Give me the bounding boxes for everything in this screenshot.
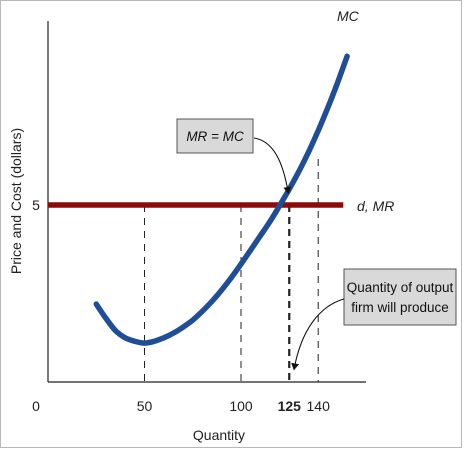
- quantity-callout: Quantity of output firm will produce: [291, 268, 457, 371]
- mr-mc-callout-box: [176, 118, 254, 154]
- x-axis-title: Quantity: [193, 427, 245, 443]
- quantity-arrow: [291, 298, 345, 371]
- quantity-callout-box: [343, 268, 457, 326]
- y-tick-5: 5: [32, 197, 40, 213]
- quantity-callout-line-2: firm will produce: [351, 300, 449, 315]
- y-axis-title: Price and Cost (dollars): [8, 128, 24, 274]
- mr-mc-callout-text: MR = MC: [186, 129, 244, 144]
- mr-mc-callout: MR = MC: [176, 118, 292, 194]
- x-tick-labels: 0 50 100 125 140: [32, 398, 330, 414]
- x-tick-125: 125: [278, 398, 302, 414]
- mc-curve: [93, 53, 350, 346]
- dashed-guides: [144, 158, 319, 382]
- mr-series-label: d, MR: [357, 198, 394, 214]
- mc-series-label: MC: [337, 8, 360, 24]
- mr-mc-arrow: [253, 137, 292, 194]
- quantity-callout-line-1: Quantity of output: [347, 280, 454, 295]
- x-tick-100: 100: [229, 398, 253, 414]
- y-tick-labels: 5: [32, 197, 40, 213]
- x-tick-140: 140: [307, 398, 331, 414]
- x-tick-50: 50: [137, 398, 153, 414]
- x-tick-0: 0: [32, 398, 40, 414]
